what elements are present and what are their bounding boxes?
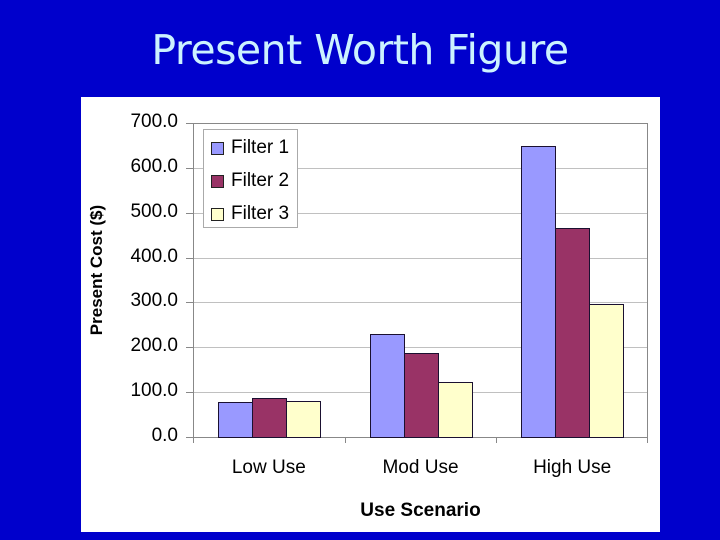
legend-item-filter-3: Filter 3 <box>211 203 289 225</box>
y-tick-mark <box>186 347 193 348</box>
legend-label: Filter 3 <box>231 203 290 224</box>
y-tick-label: 300.0 <box>130 290 178 312</box>
legend-item-filter-1: Filter 1 <box>211 137 289 159</box>
bar-filter-2-low-use <box>251 397 287 438</box>
gridline <box>193 168 648 169</box>
legend-item-filter-2: Filter 2 <box>211 170 289 192</box>
legend-label: Filter 1 <box>231 137 290 158</box>
gridline <box>193 347 648 348</box>
bar-filter-1-low-use <box>217 402 253 438</box>
legend-swatch-icon <box>211 141 224 155</box>
x-category-label: Low Use <box>231 457 306 478</box>
legend-swatch-icon <box>211 174 224 188</box>
x-tick-mark <box>496 437 497 443</box>
y-tick-label: 500.0 <box>130 200 178 222</box>
legend-label: Filter 2 <box>231 170 290 191</box>
y-tick-mark <box>186 168 193 169</box>
y-tick-mark <box>186 302 193 303</box>
x-tick-mark <box>647 437 648 443</box>
y-tick-label: 400.0 <box>130 245 178 267</box>
legend-swatch-icon <box>211 207 224 221</box>
x-axis-label: Use Scenario <box>360 500 481 521</box>
gridline <box>193 302 648 303</box>
y-tick-label: 0.0 <box>151 425 178 446</box>
bar-filter-1-high-use <box>521 146 557 438</box>
slide-title: Present Worth Figure <box>151 26 569 74</box>
y-tick-label: 600.0 <box>130 155 178 177</box>
bar-filter-2-mod-use <box>403 353 439 438</box>
gridline <box>193 258 648 259</box>
x-tick-mark <box>193 437 194 443</box>
y-tick-label: 200.0 <box>130 335 178 357</box>
x-tick-mark <box>345 437 346 443</box>
bar-filter-3-mod-use <box>437 382 473 438</box>
y-tick-label: 700.0 <box>130 111 178 132</box>
bar-filter-3-low-use <box>285 401 321 438</box>
y-tick-mark <box>186 213 193 214</box>
y-tick-label: 100.0 <box>130 380 178 402</box>
y-tick-mark <box>186 123 193 124</box>
y-axis-label: Present Cost ($) <box>87 204 106 336</box>
gridline <box>193 213 648 214</box>
legend: Filter 1 Filter 2 Filter 3 <box>203 129 298 228</box>
x-category-label: High Use <box>533 457 612 478</box>
bar-filter-3-high-use <box>589 304 625 438</box>
plot-area <box>193 123 648 437</box>
y-tick-mark <box>186 392 193 393</box>
x-category-label: Mod Use <box>382 457 459 478</box>
bar-filter-2-high-use <box>555 228 591 438</box>
bar-filter-1-mod-use <box>369 334 405 438</box>
y-tick-mark <box>186 258 193 259</box>
